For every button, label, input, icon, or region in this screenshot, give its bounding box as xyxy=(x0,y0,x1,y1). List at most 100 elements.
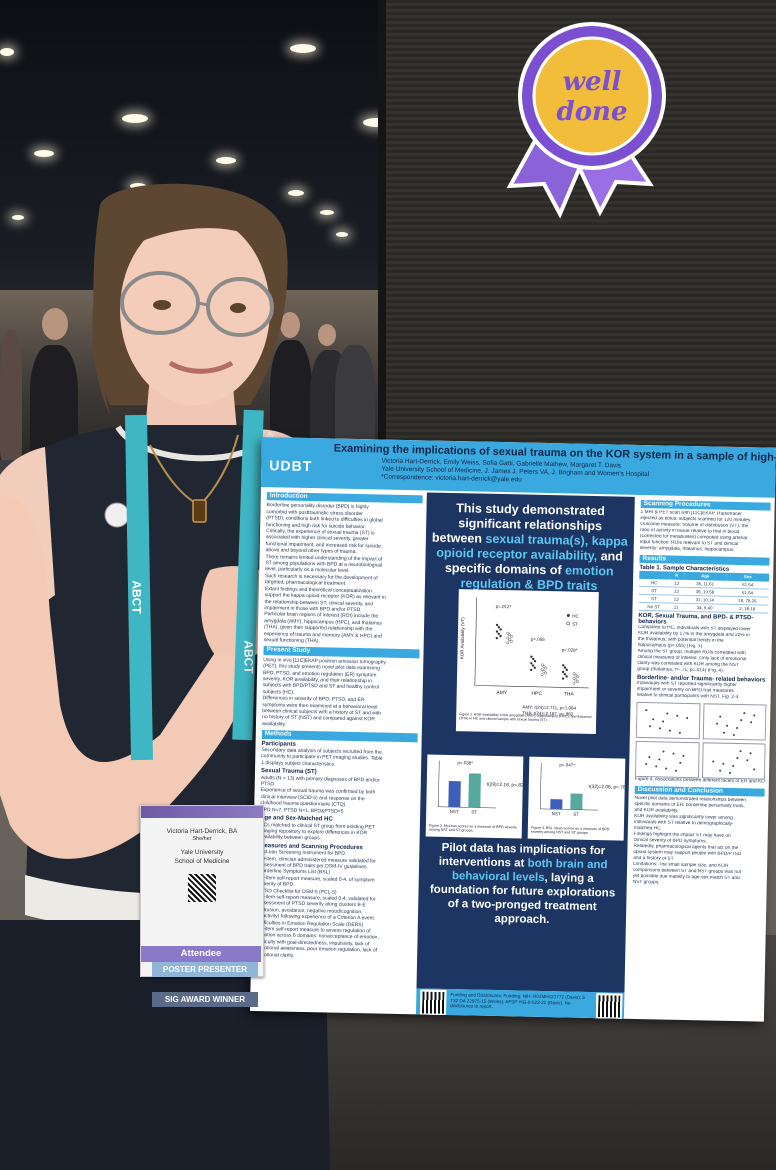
scatter-point xyxy=(665,767,668,770)
data-point-st xyxy=(508,633,512,637)
data-point-st xyxy=(540,663,544,667)
data-point-st xyxy=(506,636,510,640)
scatter-point xyxy=(748,752,752,755)
lanyard-text-right: ABCT xyxy=(241,640,256,674)
section-heading: Results xyxy=(639,554,770,566)
badge-qr-code xyxy=(188,874,216,902)
funding-footer: Funding and Disclosures: Funding: NIH: R… xyxy=(415,988,625,1020)
figure-3-barplot: NST ST p=.047* t(32)=2.06, p=.76 xyxy=(540,762,626,817)
sample-characteristics-table: N Age Sex HC 13 35, 11.61 61.54 ST 13 35, 10.58 61… xyxy=(638,570,770,614)
scatter-point xyxy=(648,756,651,759)
y-axis xyxy=(438,760,440,807)
scatter-point xyxy=(655,765,658,768)
legend-marker-st xyxy=(566,621,570,626)
data-point-hc xyxy=(565,668,568,672)
table-cell: 34, 9.40 xyxy=(683,603,726,613)
qr-code-right xyxy=(595,993,623,1020)
ceiling-light xyxy=(288,190,304,196)
x-tick-label: ST xyxy=(573,812,579,817)
scatter-point xyxy=(678,731,681,734)
data-point-hc xyxy=(562,664,565,667)
data-point-st xyxy=(508,638,512,642)
badge-role: Attendee xyxy=(141,946,261,962)
scatter-point xyxy=(721,762,724,765)
scatter-point xyxy=(739,750,742,753)
data-point-hc xyxy=(497,626,501,629)
bar-st xyxy=(570,793,583,810)
legend-marker-hc xyxy=(566,613,570,617)
poster-authors-block: Victoria Hart-Derrick, Emily Weiss, Sofi… xyxy=(381,458,761,490)
figure-1-stats: AMY: t(24)=2.711, p=1.064 THA: t(24)=2.1… xyxy=(522,705,576,717)
section-heading: Scanning Procedures xyxy=(640,499,771,511)
scatter-point xyxy=(666,712,669,715)
x-tick-label: THA xyxy=(564,691,575,697)
scatter-point xyxy=(649,725,652,728)
closing-statement: Pilot data has implications for interven… xyxy=(424,841,622,929)
badge-attendee-name: Victoria Hart-Derrick, BA xyxy=(166,828,238,835)
data-point-st xyxy=(544,666,548,670)
bar-nst xyxy=(448,780,461,808)
lanyard-text-left: ABCT xyxy=(129,580,144,614)
ceiling-light xyxy=(290,44,316,53)
scatter-point xyxy=(676,714,679,717)
data-point-hc xyxy=(529,668,533,672)
figure-1-card: KOR Availability (VT) AMY HPC THA p=.012* p=.… xyxy=(455,589,599,735)
figure-4-scatter-panel xyxy=(634,740,700,779)
scatter-point xyxy=(745,759,748,762)
pants xyxy=(0,920,330,1170)
bar-st xyxy=(468,773,481,808)
x-axis xyxy=(438,806,497,809)
data-point-hc xyxy=(531,664,535,667)
ceiling-light xyxy=(216,157,236,164)
glasses-right-lens xyxy=(206,277,274,337)
scatter-point xyxy=(645,763,648,766)
table-cell: No ST xyxy=(638,602,669,612)
conference-name-badge: Victoria Hart-Derrick, BA She/her Yale U… xyxy=(140,805,264,977)
data-point-st xyxy=(506,631,510,635)
data-point-hc xyxy=(530,655,533,658)
scatter-point xyxy=(725,724,728,727)
figure-3-caption: Figure 3. BSL mean scores as a measure o… xyxy=(530,825,610,836)
x-axis xyxy=(474,685,589,689)
sticker-text-line2: done xyxy=(557,97,628,127)
data-point-hc xyxy=(499,634,502,638)
figure-2-caption: Figure 2. McLean scores as a measure of … xyxy=(428,823,518,833)
scatter-point xyxy=(711,760,714,763)
scatter-point xyxy=(662,720,665,723)
scatter-point xyxy=(658,758,661,761)
ceiling-light xyxy=(122,114,148,123)
test-statistic-label: t(29)=2.18, p=.82 xyxy=(487,782,524,789)
ceiling-light xyxy=(0,48,14,56)
figure-1-stat-tha: THA: t(24)=2.187, p=.862 xyxy=(522,710,574,717)
x-tick-label: ST xyxy=(471,809,477,814)
well-done-sticker: well done xyxy=(506,22,666,219)
x-axis xyxy=(540,808,599,811)
data-point-st xyxy=(542,669,546,673)
scatter-point xyxy=(728,771,731,774)
scatter-point xyxy=(752,714,755,717)
funding-text: Funding and Disclosures: Funding: NIH: R… xyxy=(450,992,585,1010)
ceiling-light xyxy=(130,183,146,189)
scatter-point xyxy=(742,712,745,715)
scatter-point xyxy=(668,729,671,732)
data-point-hc xyxy=(499,628,502,631)
ceiling-light xyxy=(336,232,348,237)
data-point-hc xyxy=(495,636,499,640)
x-tick-label: HPC xyxy=(531,691,542,697)
data-point-st xyxy=(572,681,576,685)
poster-left-column: Introduction Borderline personality disor… xyxy=(256,489,423,1012)
scatter-point xyxy=(752,768,755,771)
arm xyxy=(0,495,250,859)
ribbon-sig-award-winner: SIG AWARD WINNER xyxy=(152,992,258,1007)
poster-right-column: Scanning Procedures 1 MRI & PET scan with… xyxy=(630,497,771,1020)
scatter-point xyxy=(735,726,738,730)
qr-code-left xyxy=(419,989,447,1016)
scatter-point xyxy=(662,750,665,753)
scatter-point xyxy=(645,709,648,712)
sticker-rosette xyxy=(518,22,666,170)
badge-school: Yale University School of Medicine xyxy=(141,848,263,866)
hair-front xyxy=(115,207,275,255)
data-point-st xyxy=(510,635,513,638)
p-value-label: p=.012* xyxy=(496,604,512,609)
data-point-hc xyxy=(561,677,565,680)
